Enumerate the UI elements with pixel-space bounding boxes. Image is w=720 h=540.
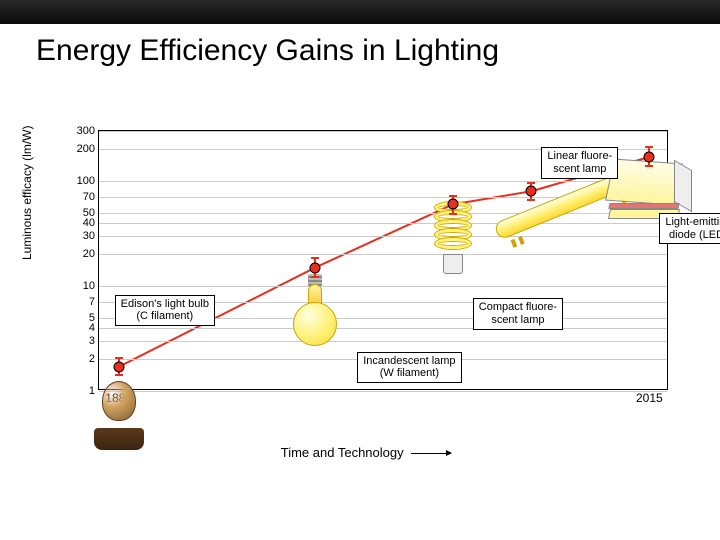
y-tick-label: 100 [69,176,95,187]
gridline [99,391,667,392]
gridline [99,254,667,255]
y-tick-label: 5 [69,313,95,324]
y-tick-label: 20 [69,249,95,260]
y-tick-label: 70 [69,192,95,203]
plot-area: 12345710203040507010020030018802015Ediso… [98,130,668,390]
gridline [99,236,667,237]
efficacy-chart: Luminous efficacy (lm/W) 123457102030405… [38,130,698,430]
y-tick-label: 300 [69,126,95,137]
y-tick-label: 2 [69,354,95,365]
y-tick-label: 40 [69,218,95,229]
incandescent-illustration [291,274,339,349]
gridline [99,223,667,224]
gridline [99,328,667,329]
annotation-linear-fluorescent: Linear fluore- scent lamp [541,147,618,178]
data-point-incandescent [310,262,321,273]
data-point-led [644,151,655,162]
data-point-cfl [447,199,458,210]
y-axis-label: Luminous efficacy (lm/W) [20,126,34,260]
y-tick-label: 7 [69,297,95,308]
x-axis-label: Time and Technology [38,445,698,460]
gridline [99,131,667,132]
data-point-edison [113,361,124,372]
y-tick-label: 50 [69,208,95,219]
y-tick-label: 30 [69,231,95,242]
annotation-led: Light-emitting diode (LED) [659,213,720,244]
x-tick-label: 2015 [636,391,663,405]
arrow-icon [411,453,451,454]
y-tick-label: 200 [69,144,95,155]
gridline [99,286,667,287]
annotation-cfl: Compact fluore- scent lamp [473,298,563,329]
gridline [99,341,667,342]
x-axis-text: Time and Technology [281,445,404,460]
annotation-incandescent: Incandescent lamp (W filament) [357,352,461,383]
y-tick-label: 3 [69,336,95,347]
edison-illustration [88,375,150,450]
y-tick-label: 4 [69,323,95,334]
page-title: Energy Efficiency Gains in Lighting [0,24,720,68]
data-point-linear-fluorescent [526,186,537,197]
window-topbar [0,0,720,24]
y-tick-label: 10 [69,281,95,292]
annotation-edison: Edison's light bulb (C filament) [115,295,215,326]
